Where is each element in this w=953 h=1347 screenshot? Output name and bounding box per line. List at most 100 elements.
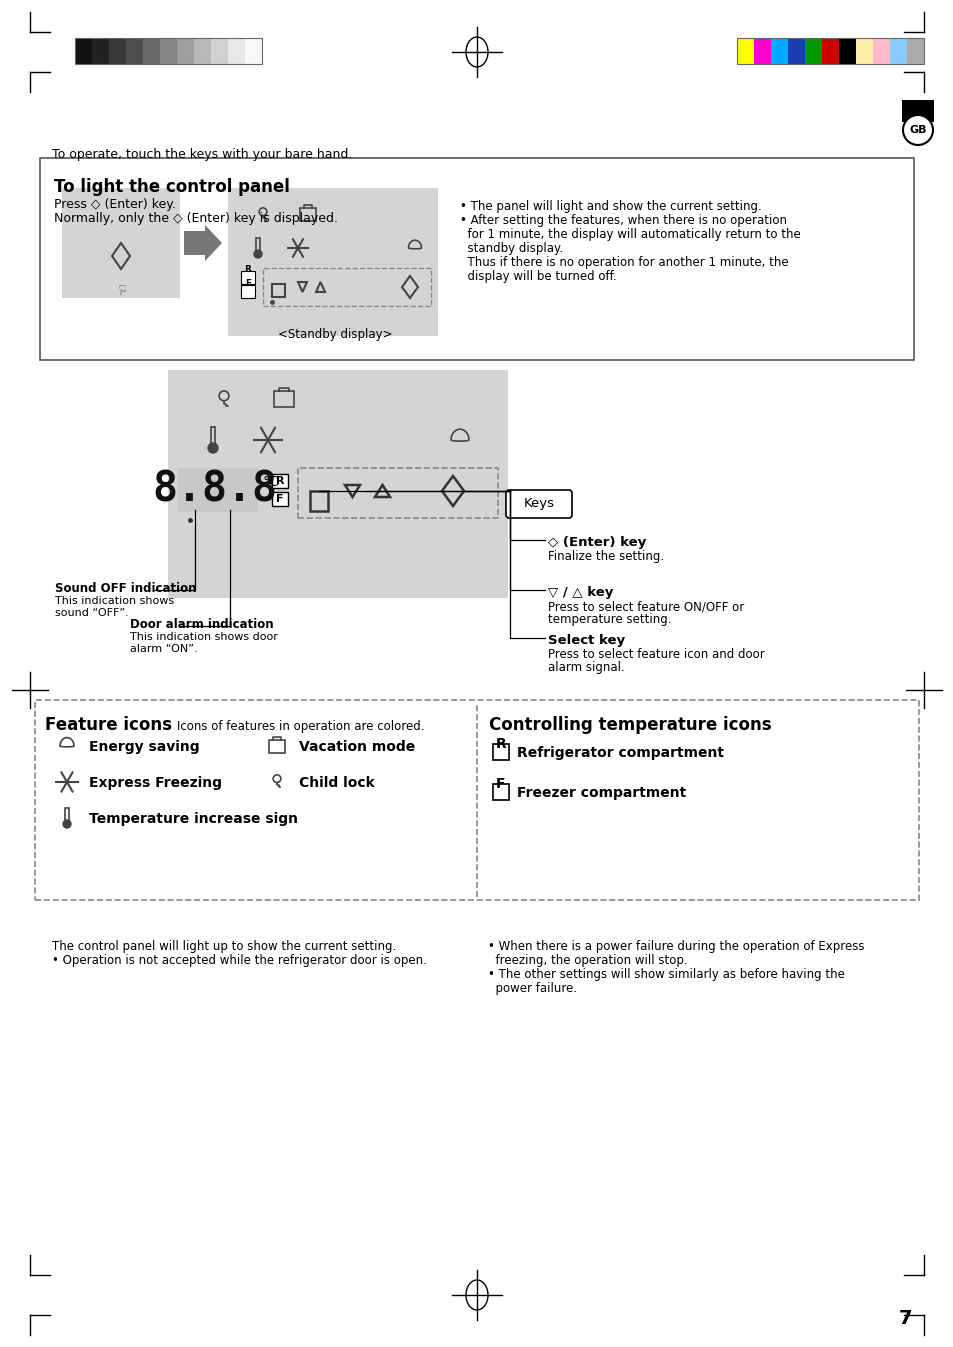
Bar: [91, 38, 109, 65]
Bar: [255, 238, 260, 255]
Text: alarm signal.: alarm signal.: [547, 661, 624, 674]
Text: ◇ (Enter) key: ◇ (Enter) key: [547, 536, 645, 550]
Text: Temperature increase sign: Temperature increase sign: [89, 812, 297, 826]
Bar: [310, 492, 328, 511]
Text: alarm “ON”.: alarm “ON”.: [130, 644, 197, 655]
Bar: [889, 38, 906, 65]
Text: Vacation mode: Vacation mode: [298, 740, 415, 754]
Text: Press ◇ (Enter) key.: Press ◇ (Enter) key.: [54, 198, 175, 211]
Bar: [906, 38, 923, 65]
Text: Icons of features in operation are colored.: Icons of features in operation are color…: [177, 721, 424, 733]
Text: Freezer compartment: Freezer compartment: [517, 787, 685, 800]
Text: The control panel will light up to show the current setting.: The control panel will light up to show …: [52, 940, 395, 952]
Text: 8.8.8: 8.8.8: [152, 469, 277, 511]
Text: temperature setting.: temperature setting.: [547, 613, 671, 626]
Text: Energy saving: Energy saving: [89, 740, 199, 754]
FancyBboxPatch shape: [505, 490, 572, 519]
Text: F: F: [276, 494, 283, 504]
Text: Express Freezing: Express Freezing: [89, 776, 222, 789]
Bar: [168, 370, 507, 598]
Text: Finalize the setting.: Finalize the setting.: [547, 550, 663, 563]
Circle shape: [63, 820, 71, 828]
Text: display will be turned off.: display will be turned off.: [459, 269, 616, 283]
Text: R: R: [275, 475, 284, 486]
Text: <Standby display>: <Standby display>: [277, 329, 392, 341]
Bar: [737, 38, 753, 65]
Text: ▽ / △ key: ▽ / △ key: [547, 586, 613, 599]
Text: Controlling temperature icons: Controlling temperature icons: [489, 717, 771, 734]
Text: freezing, the operation will stop.: freezing, the operation will stop.: [488, 954, 687, 967]
Text: R: R: [496, 737, 506, 752]
Bar: [109, 38, 126, 65]
Bar: [211, 38, 228, 65]
Text: ☝: ☝: [116, 280, 125, 294]
Text: R: R: [244, 265, 252, 275]
Bar: [872, 38, 889, 65]
Text: To light the control panel: To light the control panel: [54, 178, 290, 197]
Bar: [126, 38, 143, 65]
Text: 7: 7: [899, 1308, 912, 1328]
Text: • After setting the features, when there is no operation: • After setting the features, when there…: [459, 214, 786, 228]
Bar: [211, 427, 214, 449]
Text: Thus if there is no operation for another 1 minute, the: Thus if there is no operation for anothe…: [459, 256, 788, 269]
Text: This indication shows door: This indication shows door: [130, 632, 277, 643]
Bar: [228, 38, 245, 65]
Text: Press to select feature icon and door: Press to select feature icon and door: [547, 648, 764, 661]
Bar: [178, 467, 257, 512]
Bar: [804, 38, 821, 65]
Bar: [177, 38, 193, 65]
Bar: [160, 38, 177, 65]
Bar: [299, 207, 315, 221]
Bar: [493, 784, 509, 800]
Text: GB: GB: [908, 125, 925, 135]
Text: Keys: Keys: [523, 497, 554, 511]
Bar: [62, 189, 180, 298]
Text: Feature icons: Feature icons: [45, 717, 172, 734]
Bar: [228, 189, 437, 335]
Text: Select key: Select key: [547, 634, 624, 647]
Bar: [493, 744, 509, 760]
Text: • The other settings will show similarly as before having the: • The other settings will show similarly…: [488, 968, 844, 981]
Text: Normally, only the ◇ (Enter) key is displayed.: Normally, only the ◇ (Enter) key is disp…: [54, 211, 337, 225]
Bar: [75, 38, 91, 65]
Bar: [821, 38, 838, 65]
Bar: [245, 38, 262, 65]
Text: Door alarm indication: Door alarm indication: [130, 618, 274, 630]
Bar: [901, 100, 933, 123]
Text: This indication shows: This indication shows: [55, 595, 174, 606]
Circle shape: [253, 251, 262, 259]
Text: standby display.: standby display.: [459, 242, 562, 255]
Bar: [274, 391, 294, 407]
Text: • When there is a power failure during the operation of Express: • When there is a power failure during t…: [488, 940, 863, 952]
Bar: [241, 271, 254, 284]
Bar: [272, 284, 285, 296]
Text: sound “OFF”.: sound “OFF”.: [55, 607, 129, 618]
Text: Press to select feature ON/OFF or: Press to select feature ON/OFF or: [547, 599, 743, 613]
Text: Refrigerator compartment: Refrigerator compartment: [517, 746, 723, 760]
Bar: [241, 286, 254, 298]
Text: for 1 minute, the display will automatically return to the: for 1 minute, the display will automatic…: [459, 228, 800, 241]
Circle shape: [208, 443, 218, 453]
Text: F: F: [245, 279, 251, 288]
Bar: [753, 38, 770, 65]
Polygon shape: [184, 225, 222, 261]
Bar: [855, 38, 872, 65]
Text: Sound OFF indication: Sound OFF indication: [55, 582, 196, 595]
Text: F: F: [496, 777, 505, 791]
Text: °C: °C: [263, 475, 279, 489]
Bar: [272, 492, 288, 506]
Circle shape: [902, 114, 932, 145]
Text: Child lock: Child lock: [298, 776, 375, 789]
Bar: [193, 38, 211, 65]
Bar: [143, 38, 160, 65]
Bar: [269, 740, 285, 753]
Text: • The panel will light and show the current setting.: • The panel will light and show the curr…: [459, 199, 760, 213]
Bar: [737, 38, 923, 65]
Bar: [770, 38, 787, 65]
Bar: [838, 38, 855, 65]
Bar: [272, 474, 288, 488]
Text: power failure.: power failure.: [488, 982, 577, 995]
Bar: [65, 808, 69, 824]
Text: • Operation is not accepted while the refrigerator door is open.: • Operation is not accepted while the re…: [52, 954, 426, 967]
Bar: [40, 158, 913, 360]
